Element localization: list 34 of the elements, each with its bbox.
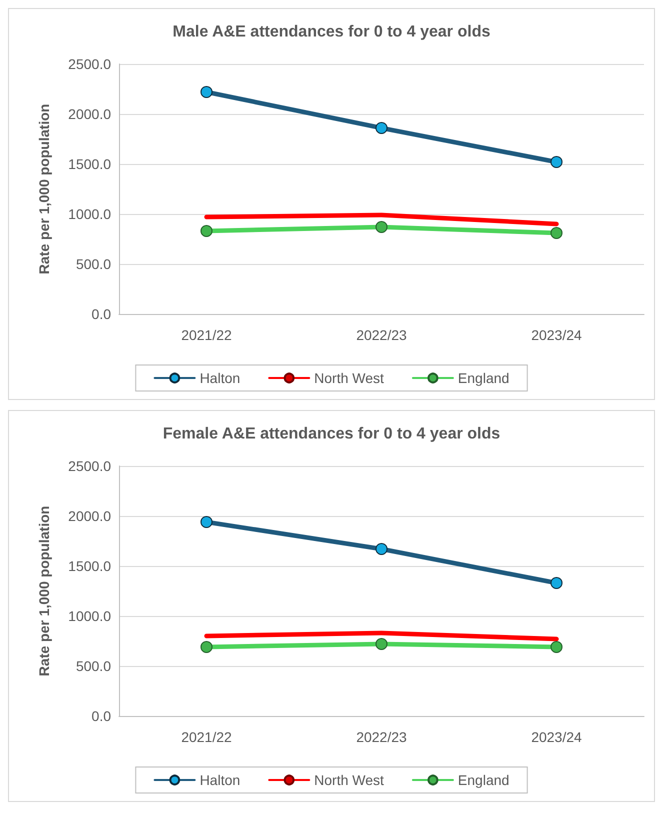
y-tick-label: 500.0 <box>76 256 112 272</box>
point <box>376 638 388 650</box>
y-tick-label: 2000.0 <box>68 106 112 122</box>
legend-label: England <box>458 370 510 386</box>
legend-label: Halton <box>200 370 240 386</box>
y-tick-label: 0.0 <box>92 306 112 322</box>
y-axis-title: Rate per 1,000 population <box>36 104 52 274</box>
legend-label: North West <box>314 772 384 788</box>
legend-label: Halton <box>200 772 240 788</box>
point <box>376 221 388 233</box>
x-tick-label: 2023/24 <box>531 327 582 343</box>
legend-label: North West <box>314 370 384 386</box>
y-tick-label: 1500.0 <box>68 558 112 574</box>
y-tick-label: 1500.0 <box>68 156 112 172</box>
y-tick-label: 2000.0 <box>68 508 112 524</box>
y-tick-label: 1000.0 <box>68 206 112 222</box>
x-tick-label: 2021/22 <box>181 729 232 745</box>
y-tick-label: 0.0 <box>92 708 112 724</box>
y-axis-title: Rate per 1,000 population <box>36 506 52 676</box>
legend-label: England <box>458 772 510 788</box>
y-tick-label: 1000.0 <box>68 608 112 624</box>
chart-title: Male A&E attendances for 0 to 4 year olds <box>172 24 490 40</box>
x-tick-label: 2022/23 <box>356 327 408 343</box>
point <box>550 227 562 239</box>
chart-title: Female A&E attendances for 0 to 4 year olds <box>162 426 500 442</box>
x-tick-label: 2023/24 <box>531 729 582 745</box>
y-tick-label: 500.0 <box>76 658 112 674</box>
y-tick-label: 2500.0 <box>68 458 112 474</box>
x-tick-label: 2022/23 <box>356 729 408 745</box>
point <box>200 641 212 653</box>
y-tick-label: 2500.0 <box>68 56 112 72</box>
x-tick-label: 2021/22 <box>181 327 232 343</box>
point <box>550 641 562 653</box>
point <box>200 225 212 237</box>
